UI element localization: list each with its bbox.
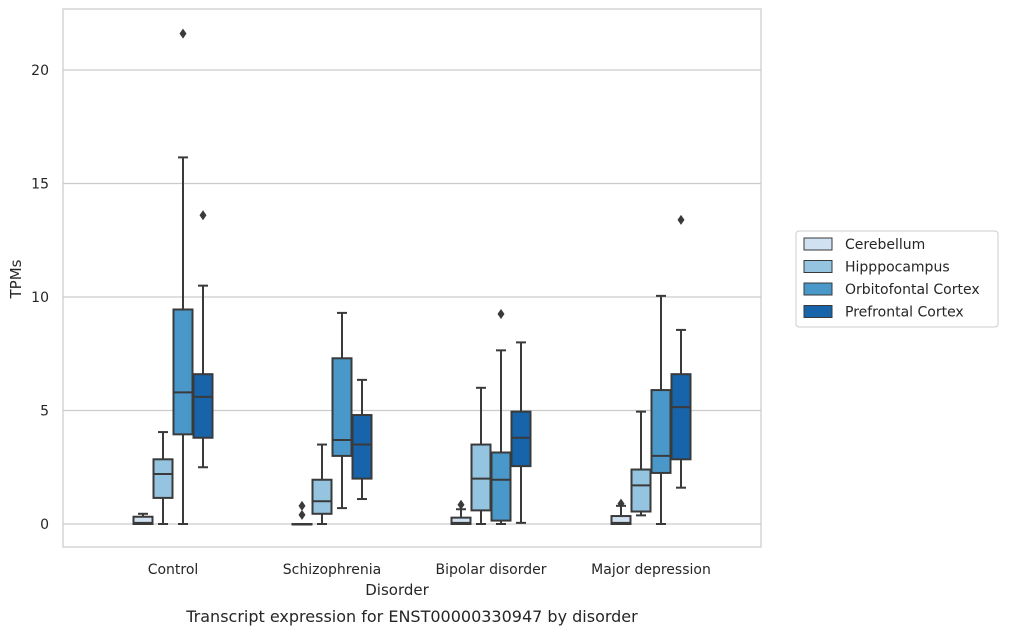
box-body xyxy=(132,515,154,526)
y-tick-label: 10 xyxy=(31,290,49,306)
box-hipppocampus xyxy=(311,443,333,525)
box-cerebellum xyxy=(291,500,313,526)
outlier-point xyxy=(457,499,465,510)
y-tick-label: 15 xyxy=(31,177,49,193)
legend-label: Cerebellum xyxy=(845,237,925,253)
x-axis-label: Disorder xyxy=(365,581,429,599)
legend-frame xyxy=(795,230,999,328)
y-axis-label: TPMs xyxy=(7,259,25,299)
box-body xyxy=(152,458,174,499)
box-prefrontal-cortex xyxy=(510,341,532,524)
x-tick-label: Major depression xyxy=(591,562,711,578)
chart-caption: Transcript expression for ENST0000033094… xyxy=(185,607,638,626)
boxes xyxy=(132,28,692,526)
outlier-point xyxy=(497,309,505,320)
box-body xyxy=(490,451,512,522)
x-axis-ticks: Control Schizophrenia Bipolar disorder Majo… xyxy=(148,562,711,578)
box-body xyxy=(450,516,472,525)
box-orbitofontal-cortex xyxy=(331,311,353,510)
box-body xyxy=(331,357,353,457)
box-body xyxy=(610,515,632,525)
legend-swatch xyxy=(803,305,833,318)
box-orbitofontal-cortex xyxy=(650,294,672,525)
legend-label: Hipppocampus xyxy=(845,260,950,276)
box-body xyxy=(351,414,373,480)
outlier-point xyxy=(677,214,685,225)
x-tick-label: Schizophrenia xyxy=(283,562,381,578)
outlier-point xyxy=(617,498,625,509)
box-hipppocampus xyxy=(630,410,652,517)
y-tick-label: 0 xyxy=(40,517,49,533)
legend: Cerebellum Hipppocampus Orbitofontal Corte… xyxy=(795,230,999,328)
legend-swatch xyxy=(803,282,833,296)
x-tick-label: Bipolar disorder xyxy=(435,562,546,578)
outlier-point xyxy=(298,500,306,511)
box-prefrontal-cortex xyxy=(670,214,692,489)
box-hipppocampus xyxy=(152,431,174,525)
box-body xyxy=(192,373,214,439)
y-axis-ticks: 0 5 10 15 20 xyxy=(31,63,49,533)
box-body xyxy=(172,308,194,436)
y-tick-label: 5 xyxy=(40,404,49,420)
legend-swatch xyxy=(803,237,833,251)
box-body xyxy=(670,373,692,461)
box-orbitofontal-cortex xyxy=(172,28,194,525)
x-tick-label: Control xyxy=(148,562,199,578)
outlier-point xyxy=(298,509,306,520)
legend-label: Orbitofontal Cortex xyxy=(845,282,980,298)
y-tick-label: 20 xyxy=(31,63,49,79)
box-cerebellum xyxy=(132,512,154,526)
outlier-point xyxy=(179,28,187,39)
box-hipppocampus xyxy=(470,386,492,525)
box-body xyxy=(630,468,652,513)
outlier-point xyxy=(199,210,207,221)
box-body xyxy=(510,410,532,468)
plot-area-frame xyxy=(62,8,762,548)
box-body xyxy=(470,443,492,512)
box-body xyxy=(650,389,672,474)
box-orbitofontal-cortex xyxy=(490,309,512,525)
box-prefrontal-cortex xyxy=(351,378,373,501)
legend-swatch xyxy=(803,260,833,273)
box-cerebellum xyxy=(450,499,472,525)
box-prefrontal-cortex xyxy=(192,210,214,469)
box-cerebellum xyxy=(610,498,632,525)
box-body xyxy=(311,478,333,515)
legend-label: Prefrontal Cortex xyxy=(845,305,964,321)
